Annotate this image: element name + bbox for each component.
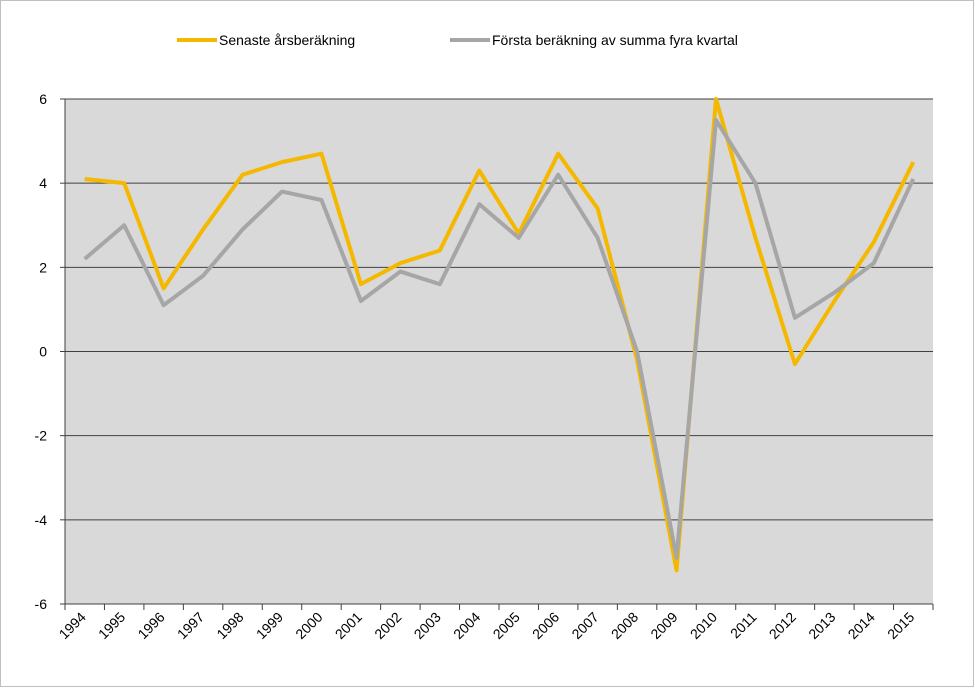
line-series <box>84 97 916 573</box>
y-tick-label: -4 <box>35 512 48 528</box>
y-tick-label: 4 <box>39 175 47 191</box>
grid <box>65 98 933 605</box>
series-layer <box>83 97 916 573</box>
y-tick-label: -2 <box>35 428 48 444</box>
y-tick-label: 0 <box>39 344 47 360</box>
y-tick-label: 2 <box>39 259 47 275</box>
legend: Senaste årsberäkning Första beräkning av … <box>177 32 738 48</box>
y-tick-label: 6 <box>39 91 47 107</box>
legend-label: Första beräkning av summa fyra kvartal <box>492 32 738 48</box>
y-tick-label: -6 <box>35 596 48 612</box>
legend-label: Senaste årsberäkning <box>219 32 355 48</box>
line-series <box>83 118 916 560</box>
